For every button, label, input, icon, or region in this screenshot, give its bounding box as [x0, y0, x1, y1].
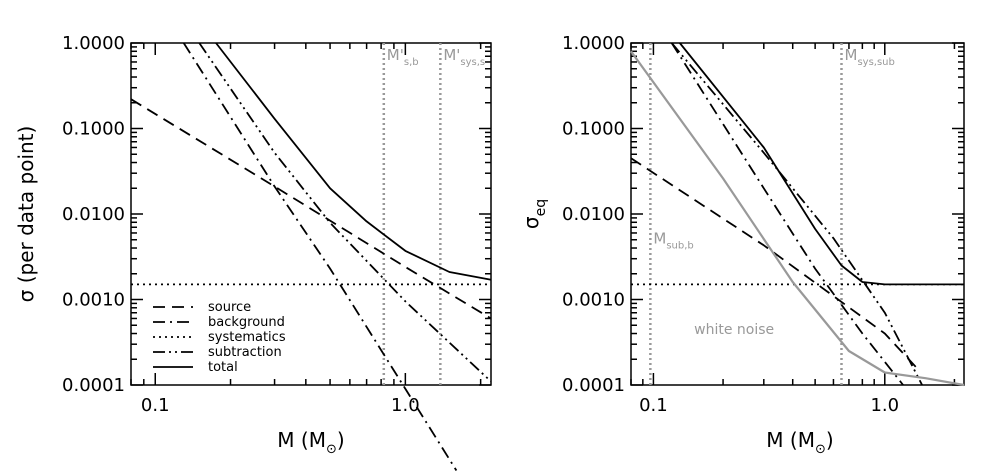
y-tick-label: 0.0100	[562, 204, 625, 225]
reference-line-label-sys-sub: Msys,sub	[844, 46, 894, 68]
series-lines	[130, 42, 492, 471]
x-tick-label: 0.1	[141, 395, 170, 416]
legend-label-background: background	[208, 315, 285, 330]
reference-line-label-s-b: M's,b	[387, 46, 419, 68]
series-subtraction	[671, 42, 923, 386]
y-axis-title: σ (per data point)	[14, 126, 38, 303]
legend-label-subtraction: subtraction	[208, 345, 282, 360]
reference-lines	[649, 43, 843, 385]
series-total	[215, 42, 492, 281]
y-tick-label: 0.0100	[62, 204, 125, 225]
reference-line-label-sys-s: M'sys,s	[443, 46, 485, 68]
y-tick-label: 0.1000	[562, 119, 625, 140]
y-axis-title: σeq	[519, 199, 549, 229]
series-source	[130, 98, 492, 320]
left-panel: 0.1 1.0 1.0000 0.1000 0.0100 0.0010 0.0001 M's…	[14, 33, 492, 471]
y-tick-label: 1.0000	[62, 33, 125, 54]
right-panel: 0.1 1.0 1.0000 0.1000 0.0100 0.0010 0.0001 Msu…	[519, 33, 965, 457]
annotations: white noise	[694, 322, 774, 338]
series-white-noise	[630, 50, 965, 387]
y-tick-label: 0.0001	[562, 375, 625, 396]
axis-ticks: 0.1 1.0 1.0000 0.1000 0.0100 0.0010 0.0001	[562, 33, 964, 416]
series-source	[630, 157, 920, 371]
legend-label-total: total	[208, 360, 238, 375]
y-tick-label: 0.0001	[62, 375, 125, 396]
x-tick-label: 1.0	[391, 395, 420, 416]
reference-line-label-sub-b: Msub,b	[653, 230, 693, 252]
plot-frame	[130, 42, 492, 386]
y-tick-label: 0.1000	[62, 119, 125, 140]
series-background	[182, 42, 458, 471]
reference-line-labels: Msub,b Msys,sub	[653, 46, 895, 252]
axis-ticks: 0.1 1.0 1.0000 0.1000 0.0100 0.0010 0.0001	[62, 33, 491, 416]
series-lines	[630, 42, 965, 387]
annotation-white-noise: white noise	[694, 322, 774, 338]
x-tick-label: 1.0	[870, 395, 899, 416]
reference-lines	[382, 43, 442, 385]
legend: sourcebackgroundsystematicssubtractionto…	[153, 300, 286, 375]
x-tick-label: 0.1	[639, 395, 668, 416]
reference-line-labels: M's,b M'sys,s	[387, 46, 485, 68]
plot-frame	[630, 42, 965, 386]
y-tick-label: 0.0010	[62, 290, 125, 311]
legend-label-systematics: systematics	[208, 330, 286, 345]
x-axis-title: M (M⊙)	[766, 428, 833, 457]
series-subtraction	[198, 42, 492, 383]
y-tick-label: 1.0000	[562, 33, 625, 54]
series-background	[670, 42, 904, 386]
legend-label-source: source	[208, 300, 251, 315]
x-axis-title: M (M⊙)	[277, 428, 344, 457]
series-total	[679, 42, 964, 286]
y-tick-label: 0.0010	[562, 290, 625, 311]
